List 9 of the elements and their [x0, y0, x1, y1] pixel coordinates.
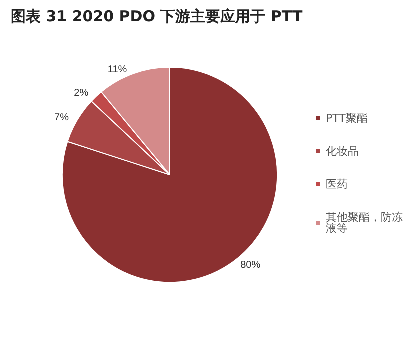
data-label: 7% — [54, 112, 70, 124]
data-label: 2% — [74, 88, 89, 100]
legend-label: 医药 — [326, 178, 348, 191]
data-label: 80% — [240, 260, 261, 271]
legend-label: 其他聚酯，防冻液等 — [326, 211, 403, 235]
legend-label: 化妆品 — [326, 145, 359, 158]
chart-title: 图表 31 2020 PDO 下游主要应用于 PTT — [11, 8, 304, 26]
legend-label: PTT聚酯 — [326, 112, 368, 125]
data-label: 11% — [108, 64, 128, 76]
